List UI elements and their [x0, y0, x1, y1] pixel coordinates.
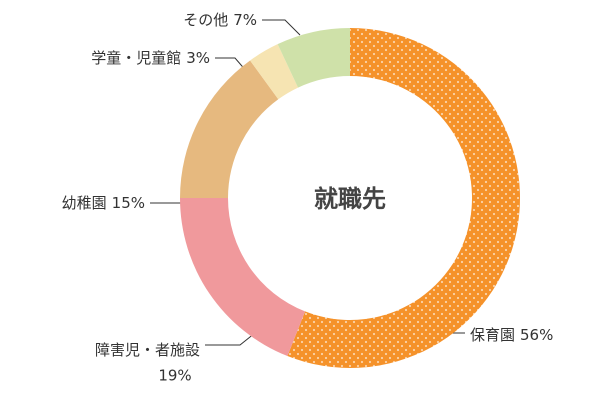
category-name: その他: [183, 11, 228, 29]
leader-line: [262, 19, 301, 36]
donut-segment: [277, 28, 350, 88]
center-label: 就職先: [314, 185, 386, 213]
value-label: 15%: [112, 194, 145, 212]
category-name: 幼稚園: [62, 194, 107, 212]
slice-label: 学童・児童館 3%: [91, 49, 210, 67]
category-name: 学童・児童館: [91, 49, 181, 67]
slice-label: その他 7%: [183, 11, 257, 29]
value-label: 19%: [158, 367, 191, 385]
slice-label: 幼稚園 15%: [62, 194, 145, 212]
slice-label: 保育園 56%: [470, 326, 553, 344]
category-name: 保育園: [470, 326, 515, 344]
donut-segment: [180, 198, 306, 357]
donut-segment: [287, 28, 520, 368]
value-label: 3%: [186, 49, 210, 67]
slice-label: 障害児・者施設: [95, 341, 200, 359]
value-label: 7%: [233, 11, 257, 29]
value-label: 56%: [520, 326, 553, 344]
donut-segment: [180, 60, 279, 199]
category-name: 障害児・者施設: [95, 341, 200, 359]
donut-segment: [250, 44, 299, 100]
